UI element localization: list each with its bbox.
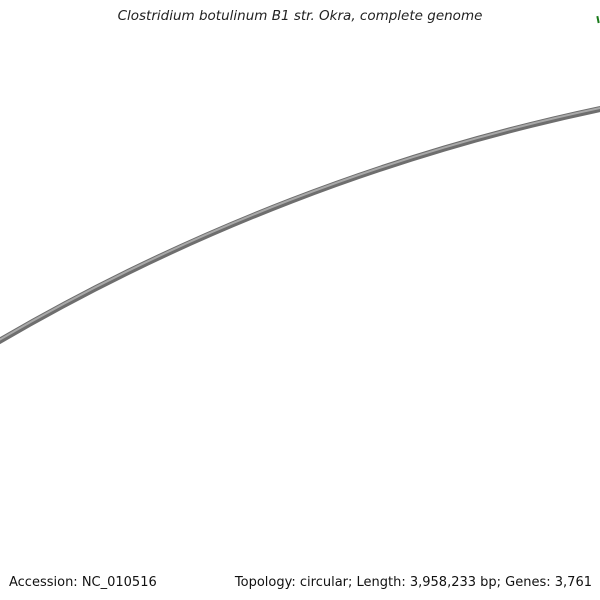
outer-tick-major xyxy=(596,15,600,24)
backbone-line xyxy=(0,106,600,345)
genome-backbone xyxy=(0,106,600,345)
map-title: Clostridium botulinum B1 str. Okra, comp… xyxy=(117,8,483,24)
genome-summary-text: Topology: circular; Length: 3,958,233 bp… xyxy=(234,575,592,590)
accession-text: Accession: NC_010516 xyxy=(9,575,157,590)
outer-scale-ticks xyxy=(596,15,600,24)
backbone-highlight xyxy=(0,107,600,341)
